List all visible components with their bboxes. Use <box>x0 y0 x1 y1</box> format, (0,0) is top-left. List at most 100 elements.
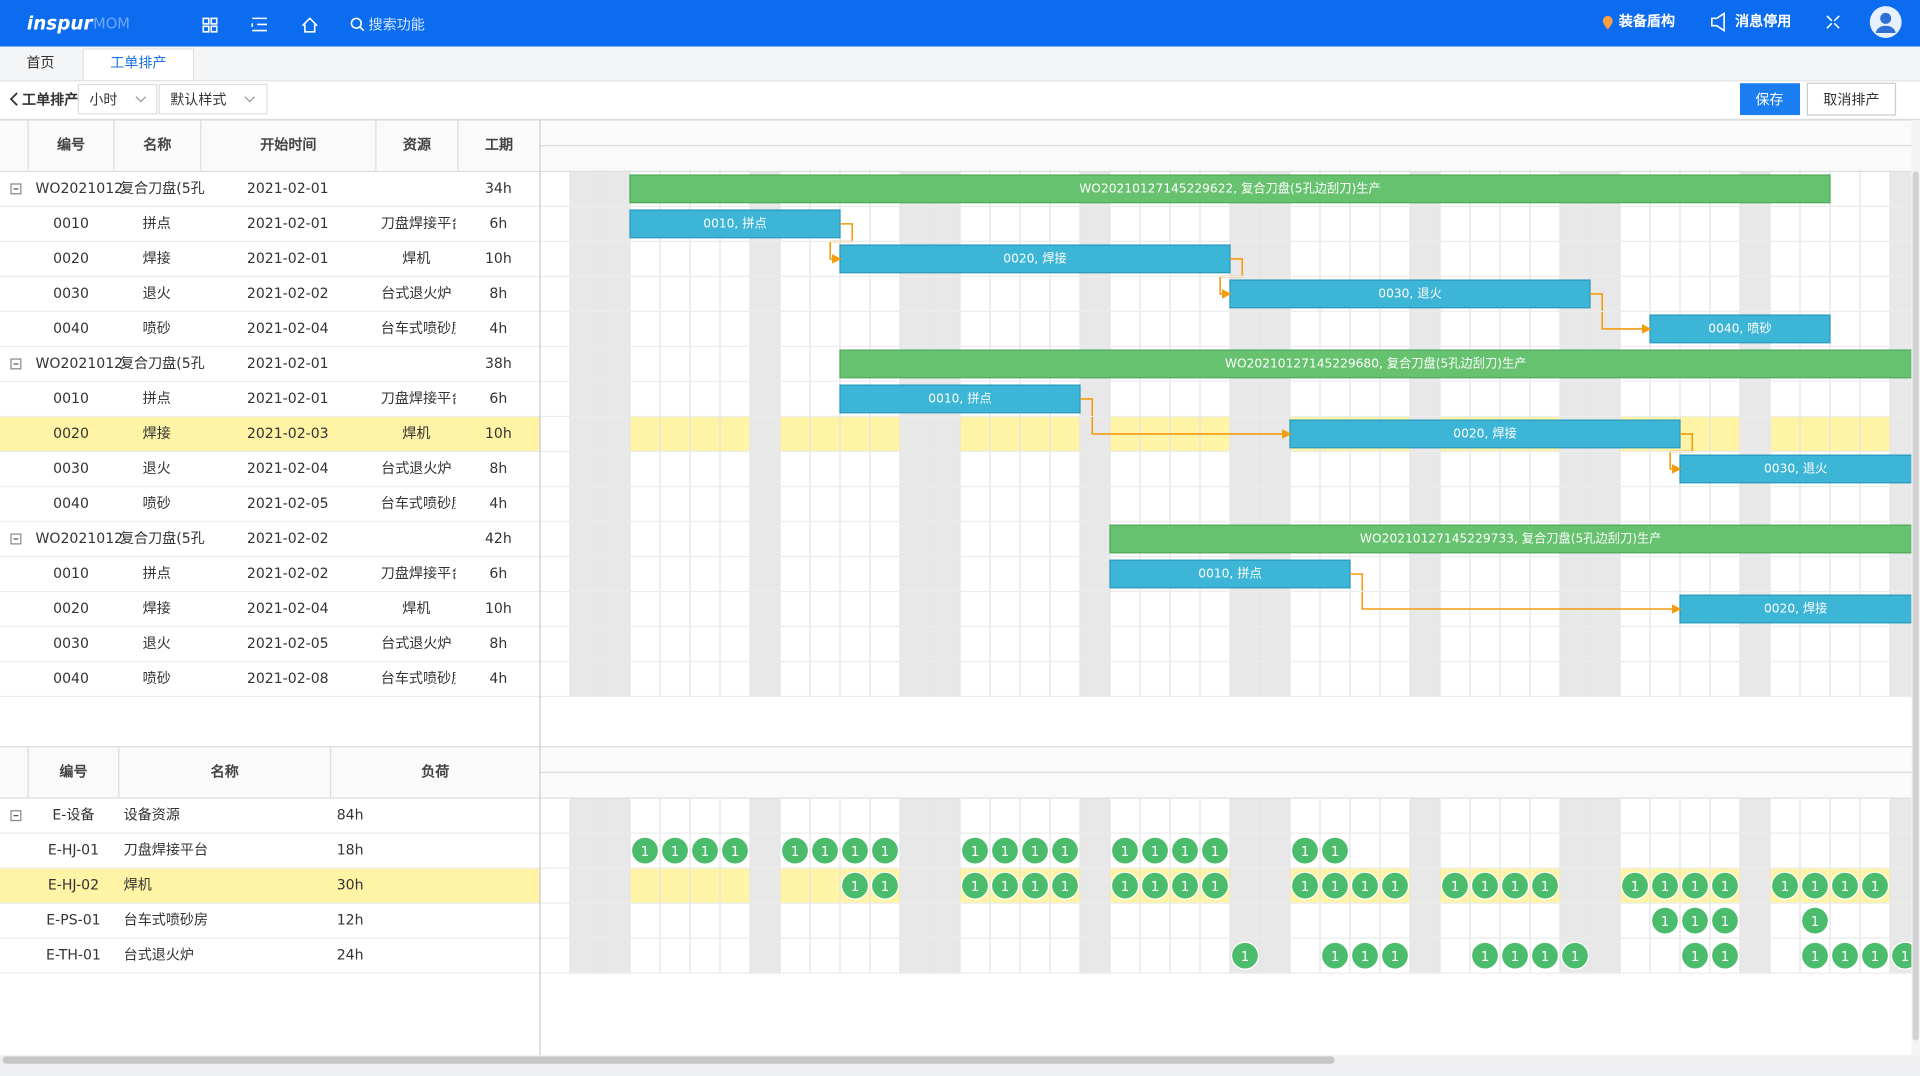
load-dot <box>630 836 660 865</box>
pin-icon <box>1602 15 1613 30</box>
load-dot <box>1500 871 1530 900</box>
op-name: 焊接 <box>143 600 171 617</box>
load-dot <box>1170 836 1200 865</box>
res-id: E-TH-01 <box>46 948 101 964</box>
start-date: 2021-02-01 <box>247 216 329 232</box>
active-tab[interactable] <box>82 48 195 82</box>
off-hours <box>750 798 780 974</box>
load-value: 1 <box>1631 880 1640 895</box>
load-dot <box>840 871 870 900</box>
load-value: 1 <box>1541 880 1550 895</box>
header-bg <box>0 119 1920 171</box>
load-dot <box>1020 836 1050 865</box>
task-bar[interactable] <box>629 209 841 239</box>
select[interactable] <box>77 83 158 115</box>
order-bar[interactable] <box>1109 524 1920 554</box>
load-value: 1 <box>1241 950 1250 965</box>
task-bar[interactable] <box>1679 454 1920 484</box>
col-header: 名称 <box>211 763 239 780</box>
duration: 8h <box>489 636 507 652</box>
load-value: 1 <box>671 845 680 860</box>
op-resource: 台车式喷砂房 <box>381 670 465 687</box>
save-label[interactable]: 保存 <box>1755 92 1783 108</box>
op-id: 0030 <box>53 286 89 302</box>
load-value: 1 <box>1211 880 1220 895</box>
load-dot <box>1800 906 1830 935</box>
task-bar[interactable] <box>839 384 1081 414</box>
h-scroll-thumb[interactable] <box>2 1056 1335 1064</box>
load-dot <box>660 836 690 865</box>
task-bar[interactable] <box>1229 279 1591 309</box>
select-value[interactable]: 小时 <box>89 92 117 108</box>
op-resource: 台式退火炉 <box>381 636 451 652</box>
search[interactable]: 搜索功能 <box>369 17 425 34</box>
order-bar[interactable] <box>629 174 1831 204</box>
load-value: 1 <box>1301 880 1310 895</box>
load-dot <box>1380 871 1410 900</box>
load-dot <box>870 871 900 900</box>
product: MOM <box>93 15 130 32</box>
order-id: WO2021012 <box>36 531 124 547</box>
v-scroll-thumb[interactable] <box>1912 171 1919 1041</box>
load-value: 1 <box>1721 880 1730 895</box>
load-dot <box>1710 871 1740 900</box>
load-dot <box>1800 871 1830 900</box>
op-name: 拼点 <box>143 216 171 232</box>
duration: 4h <box>489 321 507 337</box>
org[interactable]: 装备盾构 <box>1618 13 1675 30</box>
select[interactable] <box>158 83 268 115</box>
load-dot <box>870 836 900 865</box>
load-dot <box>1710 941 1740 970</box>
chevron <box>135 96 147 103</box>
start-date: 2021-02-02 <box>247 286 329 302</box>
load-dot <box>810 836 840 865</box>
load-dot <box>1350 941 1380 970</box>
message[interactable]: 消息停用 <box>1735 13 1791 30</box>
nav-icons[interactable] <box>202 17 365 33</box>
resource-cell: 刀盘焊接平台 <box>381 390 456 407</box>
load-value: 1 <box>881 880 890 895</box>
off-hours <box>900 798 930 974</box>
col-header: 编号 <box>57 137 85 154</box>
bar-label: 0010, 拼点 <box>1198 566 1261 580</box>
task-bar[interactable] <box>1649 314 1831 344</box>
op-name: 退火 <box>143 286 171 302</box>
row-highlight <box>630 868 660 904</box>
row-highlight <box>1830 416 1860 452</box>
order-bar[interactable] <box>839 349 1920 379</box>
load-dot <box>1320 871 1350 900</box>
tab[interactable]: 工单排产 <box>110 56 166 72</box>
load-dot <box>1710 906 1740 935</box>
res-id: E-HJ-01 <box>48 843 99 859</box>
load-dot <box>1500 941 1530 970</box>
start-date: 2021-02-03 <box>247 426 329 442</box>
load-dot <box>720 836 750 865</box>
load-dot <box>1800 941 1830 970</box>
cancel-label[interactable]: 取消排产 <box>1823 92 1879 108</box>
save-button[interactable] <box>1740 83 1800 116</box>
select-value[interactable]: 默认样式 <box>170 92 226 108</box>
bar-label: 0010, 拼点 <box>928 391 991 405</box>
tab[interactable]: 首页 <box>26 56 54 72</box>
op-id: 0030 <box>53 461 89 477</box>
bar-label: 0040, 喷砂 <box>1708 321 1771 335</box>
start-date: 2021-02-05 <box>247 636 329 652</box>
load-value: 1 <box>1511 950 1520 965</box>
duration: 42h <box>485 531 512 547</box>
col-header: 名称 <box>143 137 171 154</box>
back[interactable]: 工单排产 <box>22 91 78 108</box>
op-id: 0010 <box>53 216 89 232</box>
off-hours <box>1890 171 1912 697</box>
resource-cell: 台式退火炉 <box>381 461 451 477</box>
fullscreen-icon[interactable] <box>1826 15 1840 29</box>
resource-cell: 刀盘焊接平台 <box>381 565 456 582</box>
cancel-button[interactable] <box>1806 82 1897 116</box>
op-id: 0010 <box>53 391 89 407</box>
load-value: 1 <box>1001 880 1010 895</box>
load-value: 1 <box>1661 880 1670 895</box>
back-icon[interactable] <box>9 92 18 106</box>
col-header: 开始时间 <box>260 137 316 154</box>
task-bar[interactable] <box>1109 559 1351 589</box>
resource-cell: 台车式喷砂房 <box>381 320 456 337</box>
load-value: 1 <box>1451 880 1460 895</box>
